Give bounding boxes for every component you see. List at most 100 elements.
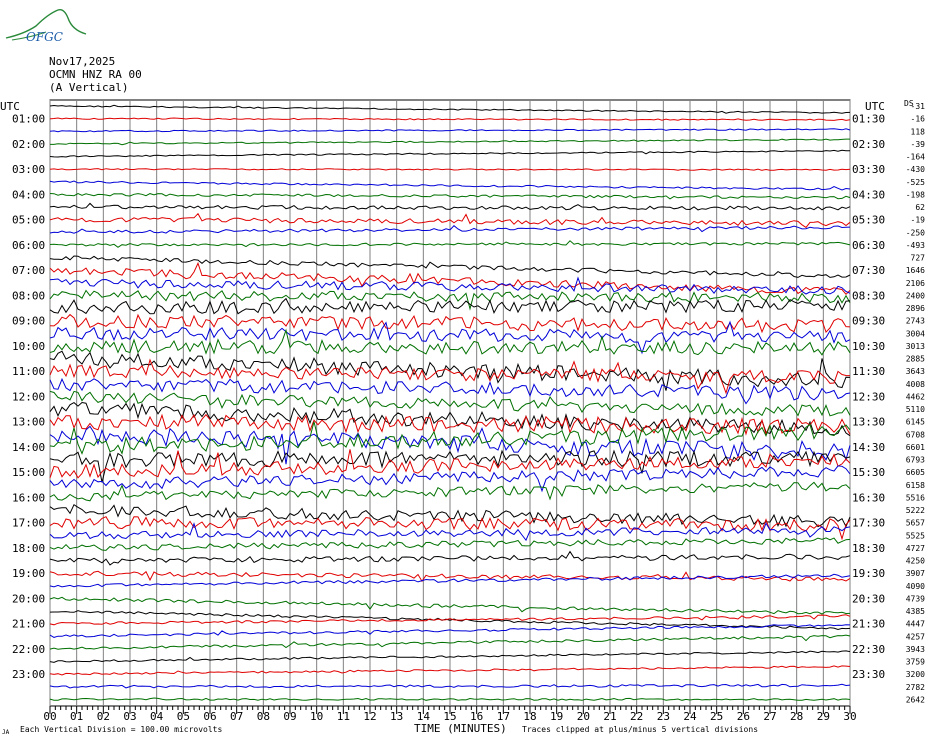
scale-note: Each Vertical Division = 100.00 microvol…: [20, 725, 223, 734]
x-tick-label: 25: [710, 710, 723, 723]
x-tick-label: 03: [123, 710, 136, 723]
offset-value: 727: [911, 254, 926, 263]
right-hour-label: 23:30: [852, 668, 885, 681]
offset-value: -19: [911, 216, 926, 225]
right-hour-label: 15:30: [852, 466, 885, 479]
right-hour-label: 11:30: [852, 365, 885, 378]
left-hour-label: 02:00: [12, 138, 45, 151]
x-tick-label: 21: [603, 710, 616, 723]
x-tick-label: 00: [43, 710, 56, 723]
left-hour-label: 04:00: [12, 188, 45, 201]
right-utc-label: UTC: [865, 100, 885, 113]
trace-line: [49, 180, 851, 191]
offset-value: -31: [911, 102, 926, 111]
offset-value: 5516: [906, 493, 925, 502]
left-hour-label: 05:00: [12, 214, 45, 227]
station-code: OCMN HNZ RA 00: [49, 68, 142, 81]
offset-value: 2896: [906, 304, 925, 313]
trace-line: [49, 614, 851, 626]
trace-line: [49, 149, 850, 158]
offset-value: 2106: [906, 279, 925, 288]
x-tick-label: 20: [577, 710, 590, 723]
right-hour-label: 14:30: [852, 441, 885, 454]
right-hour-label: 02:30: [852, 138, 885, 151]
left-hour-label: 14:00: [12, 441, 45, 454]
left-hour-label: 19:00: [12, 567, 45, 580]
component-label: (A Vertical): [49, 81, 129, 94]
offset-value: 4008: [906, 380, 925, 389]
offset-value: 4447: [906, 620, 925, 629]
x-tick-label: 11: [337, 710, 350, 723]
offset-value: 4250: [906, 557, 925, 566]
offset-value: 4462: [906, 392, 925, 401]
offset-value: 3907: [906, 569, 925, 578]
trace-line: [49, 255, 851, 278]
trace-line: [49, 449, 851, 483]
offset-value: 4727: [906, 544, 925, 553]
left-hour-label: 16:00: [12, 491, 45, 504]
trace-line: [49, 650, 851, 663]
x-tick-label: 08: [257, 710, 270, 723]
offset-value: 2782: [906, 683, 925, 692]
x-tick-label: 09: [283, 710, 296, 723]
left-hour-label: 13:00: [12, 416, 45, 429]
right-hour-label: 07:30: [852, 264, 885, 277]
offset-value: 1646: [906, 266, 925, 275]
trace-line: [49, 358, 851, 395]
x-tick-label: 16: [470, 710, 483, 723]
offset-value: 2400: [906, 291, 925, 300]
trace-line: [49, 449, 851, 479]
trace-line: [49, 425, 851, 465]
right-hour-label: 17:30: [852, 517, 885, 530]
offset-value: 3200: [906, 670, 925, 679]
trace-line: [49, 276, 851, 295]
trace-line: [49, 401, 851, 437]
offset-value: 6793: [906, 456, 925, 465]
offset-value: 118: [911, 127, 926, 136]
trace-line: [49, 390, 851, 417]
trace-line: [49, 516, 851, 541]
offset-value: 5657: [906, 519, 925, 528]
left-hour-label: 08:00: [12, 289, 45, 302]
left-hour-label: 20:00: [12, 592, 45, 605]
trace-line: [49, 350, 851, 391]
offset-value: 3759: [906, 658, 925, 667]
offset-value: 5110: [906, 405, 925, 414]
trace-line: [49, 297, 851, 315]
trace-line: [49, 313, 851, 334]
left-hour-label: 03:00: [12, 163, 45, 176]
x-tick-label: 30: [843, 710, 856, 723]
offset-value: 4385: [906, 607, 925, 616]
right-hour-label: 06:30: [852, 239, 885, 252]
left-hour-label: 18:00: [12, 542, 45, 555]
x-tick-label: 05: [177, 710, 190, 723]
x-tick-label: 23: [657, 710, 670, 723]
left-hour-label: 09:00: [12, 315, 45, 328]
offset-value: -198: [906, 190, 925, 199]
ds-column-label: DS: [904, 99, 914, 108]
trace-line: [49, 128, 851, 133]
offset-value: 62: [915, 203, 925, 212]
x-tick-label: 12: [363, 710, 376, 723]
offset-value: 6158: [906, 481, 925, 490]
trace-line: [50, 138, 850, 146]
left-hour-label: 15:00: [12, 466, 45, 479]
trace-line: [49, 117, 851, 121]
trace-line: [49, 634, 851, 650]
trace-line: [49, 168, 851, 171]
offset-value: -250: [906, 228, 925, 237]
offset-value: 6708: [906, 430, 925, 439]
trace-line: [49, 596, 851, 615]
x-tick-label: 26: [737, 710, 750, 723]
right-hour-label: 22:30: [852, 643, 885, 656]
x-tick-label: 14: [417, 710, 431, 723]
trace-line: [49, 550, 851, 566]
right-hour-label: 08:30: [852, 289, 885, 302]
offset-value: -525: [906, 178, 925, 187]
offset-value: 3004: [906, 329, 925, 338]
x-tick-label: 13: [390, 710, 403, 723]
left-hour-label: 12:00: [12, 390, 45, 403]
offset-value: -430: [906, 165, 925, 174]
offset-value: 3643: [906, 367, 925, 376]
right-hour-label: 09:30: [852, 315, 885, 328]
